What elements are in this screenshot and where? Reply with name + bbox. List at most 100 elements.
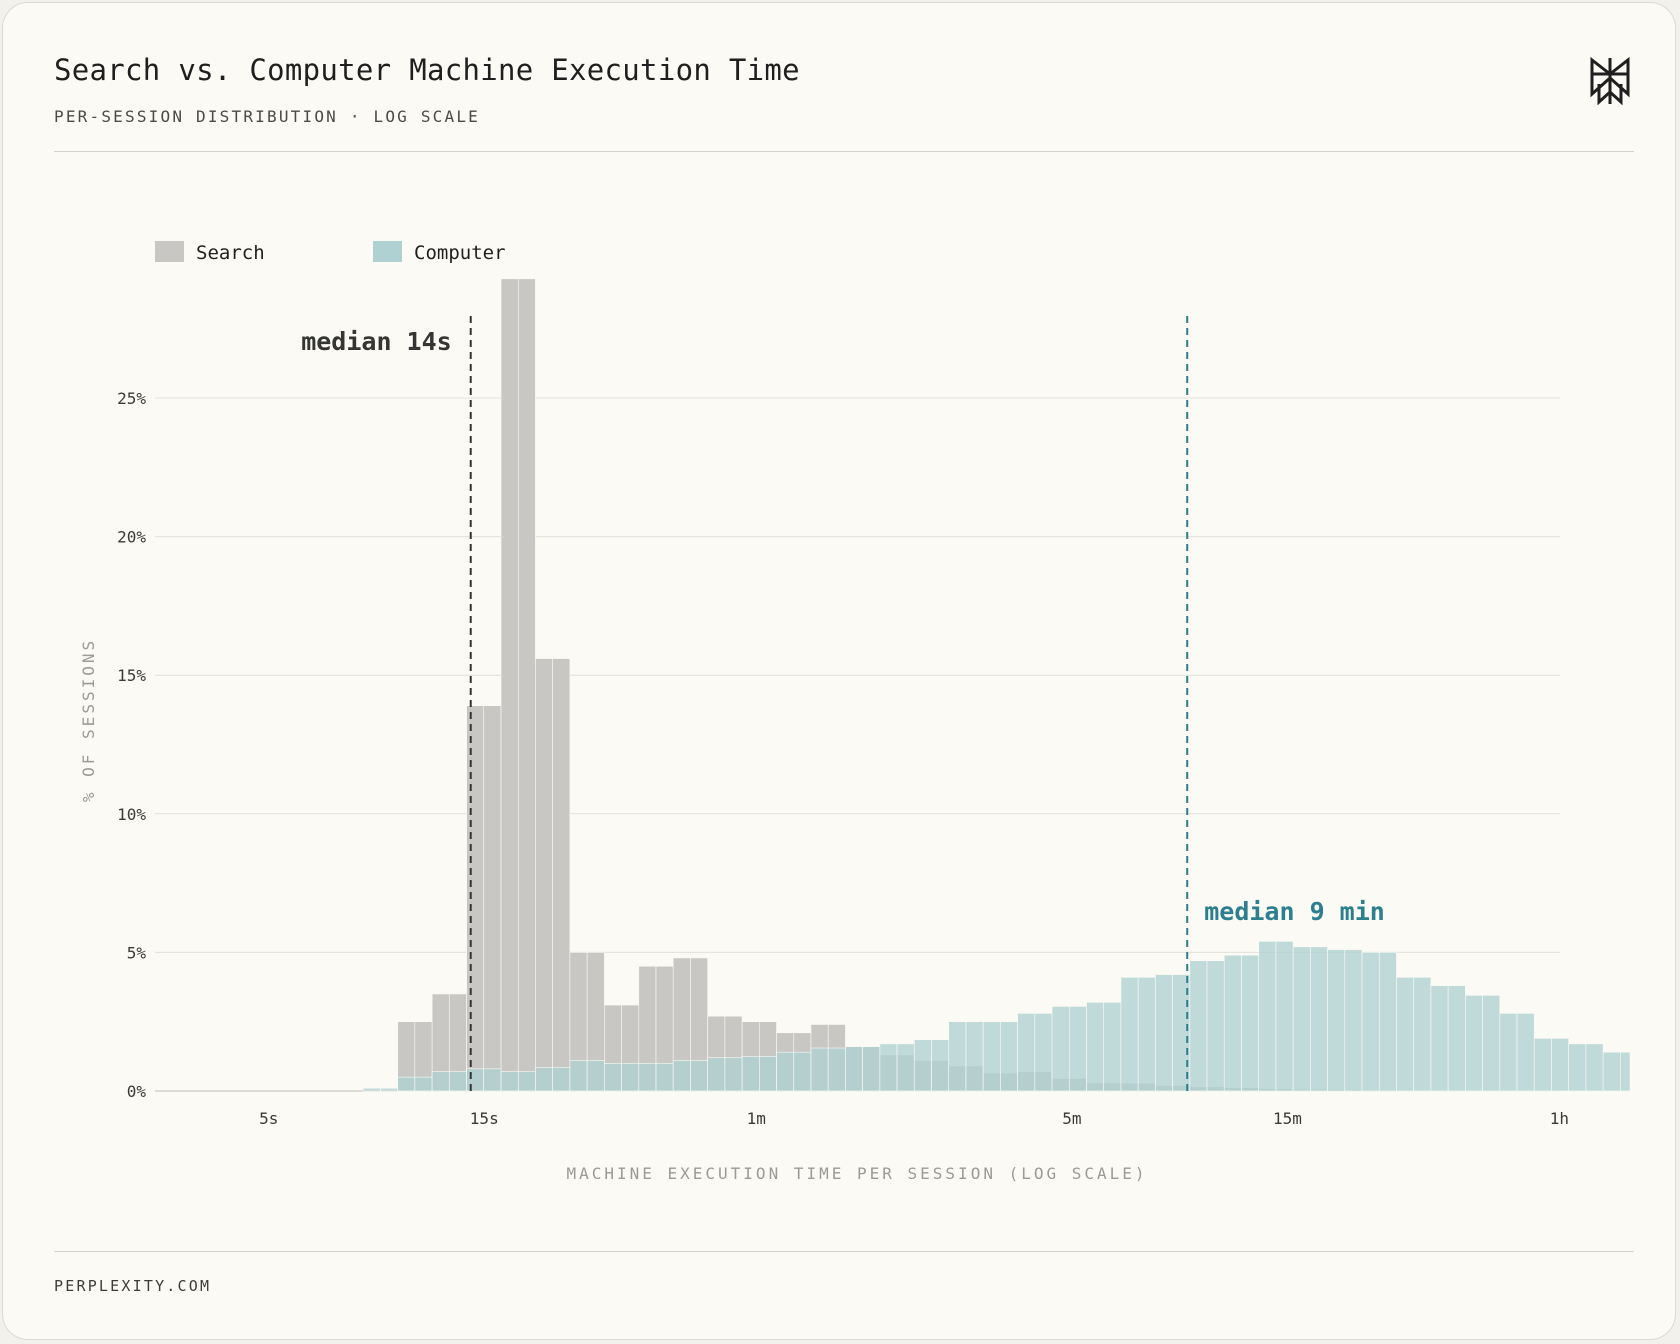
chart-title: Search vs. Computer Machine Execution Ti… [54, 53, 800, 87]
computer-bar [982, 1021, 1001, 1092]
computer-bar [1327, 949, 1346, 1092]
computer-bar [466, 1068, 485, 1092]
x-axis-ticks: 5s 15s 1m 5m 15m 1h [259, 1109, 1569, 1128]
computer-bar [1413, 977, 1432, 1092]
y-tick-label: 20% [117, 528, 146, 547]
computer-bar [845, 1046, 863, 1092]
computer-bar [913, 1039, 932, 1092]
computer-bar [552, 1067, 571, 1092]
computer-bar [1516, 1013, 1535, 1092]
x-axis-label: MACHINE EXECUTION TIME PER SESSION (LOG … [566, 1164, 1147, 1183]
search-bar [552, 658, 571, 1092]
x-tick-label: 5s [259, 1109, 278, 1128]
computer-bar [1258, 941, 1277, 1092]
computer-bar [483, 1068, 502, 1092]
computer-bar [1051, 1006, 1070, 1092]
computer-bar [1275, 941, 1294, 1092]
computer-bar [1000, 1021, 1018, 1092]
computer-bar [1310, 946, 1328, 1092]
computer-bar [1206, 960, 1225, 1092]
computer-bar [1155, 974, 1173, 1092]
y-tick-label: 25% [117, 389, 146, 408]
computer-bar [1551, 1038, 1569, 1092]
legend: Search Computer [155, 241, 506, 264]
computer-bar [1533, 1038, 1552, 1092]
computer-bar [1465, 995, 1483, 1092]
computer-bar [793, 1051, 812, 1092]
computer-bar [879, 1043, 898, 1092]
y-axis-label: % OF SESSIONS [79, 638, 98, 802]
median-markers: median 14s median 9 min [301, 316, 1385, 1091]
footer-divider [54, 1251, 1634, 1252]
computer-bar [1447, 985, 1466, 1092]
x-tick-label: 1h [1550, 1109, 1569, 1128]
computer-bar [896, 1043, 915, 1092]
search-bars [397, 278, 1631, 1092]
computer-bar [810, 1047, 829, 1092]
chart-subtitle: PER-SESSION DISTRIBUTION · LOG SCALE [54, 107, 480, 126]
computer-bar [672, 1060, 691, 1092]
computer-bar [1585, 1043, 1604, 1092]
y-tick-label: 15% [117, 666, 146, 685]
computer-bar [965, 1021, 984, 1092]
computer-bar [1120, 977, 1139, 1092]
legend-swatch-computer [373, 241, 402, 262]
computer-bar [431, 1071, 450, 1092]
computer-bar [535, 1067, 553, 1092]
computer-bar [1103, 1001, 1122, 1092]
computer-bar [690, 1060, 708, 1092]
search-bar [517, 278, 536, 1092]
computer-bar [586, 1060, 605, 1092]
computer-bar [759, 1056, 777, 1092]
computer-bar [1292, 946, 1311, 1092]
computer-bar [362, 1087, 381, 1092]
computer-bar [1034, 1013, 1053, 1092]
computer-bar [1137, 977, 1156, 1092]
perplexity-logo-icon [1590, 56, 1630, 106]
computer-bar [1068, 1006, 1087, 1092]
search-bar [500, 278, 519, 1092]
computer-bar [655, 1062, 674, 1092]
y-tick-label: 0% [127, 1082, 147, 1101]
computer-bar [1344, 949, 1363, 1092]
computer-bar [397, 1076, 416, 1092]
computer-bar [1430, 985, 1449, 1092]
computer-bar [1361, 952, 1380, 1092]
computer-bar [380, 1087, 399, 1092]
computer-bar [948, 1021, 967, 1092]
computer-bar [1620, 1051, 1631, 1092]
computer-bar [1499, 1013, 1518, 1092]
computer-bar [1086, 1001, 1105, 1092]
computer-bar [1482, 995, 1501, 1092]
header-divider [54, 151, 1634, 152]
computer-bar [604, 1062, 622, 1092]
computer-bar [448, 1071, 467, 1092]
computer-bar [827, 1047, 846, 1092]
computer-bar [931, 1039, 950, 1092]
search-bar [535, 658, 553, 1092]
x-tick-label: 15m [1273, 1109, 1302, 1128]
computer-bar [741, 1056, 760, 1092]
computer-bar [1378, 952, 1397, 1092]
footer-domain: PERPLEXITY.COM [54, 1277, 212, 1295]
x-tick-label: 1m [747, 1109, 766, 1128]
computer-bar [621, 1062, 640, 1092]
computer-bar [1223, 954, 1242, 1092]
y-tick-label: 5% [127, 943, 147, 962]
x-tick-label: 5m [1062, 1109, 1081, 1128]
computer-bar [776, 1051, 795, 1092]
computer-bar [500, 1071, 519, 1092]
y-tick-label: 10% [117, 805, 146, 824]
computer-bar [1602, 1051, 1621, 1092]
legend-label-computer: Computer [414, 242, 506, 264]
legend-swatch-search [155, 241, 184, 262]
x-tick-label: 15s [470, 1109, 499, 1128]
computer-bar [638, 1062, 657, 1092]
computer-bar [1396, 977, 1414, 1092]
median-label-computer: median 9 min [1204, 897, 1385, 926]
computer-bar [1017, 1013, 1036, 1092]
legend-label-search: Search [196, 242, 265, 264]
computer-bar [1568, 1043, 1587, 1092]
computer-bar [517, 1071, 536, 1092]
